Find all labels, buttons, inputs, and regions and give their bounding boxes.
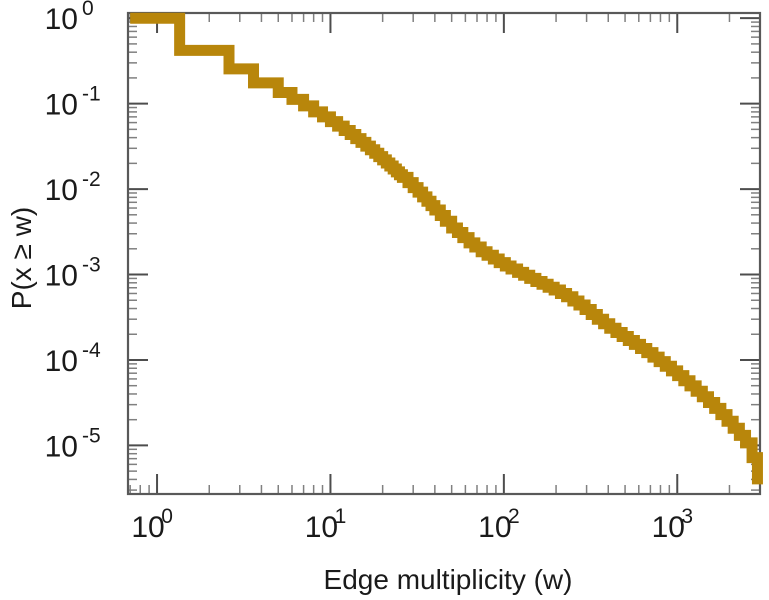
x-tick-label-3-mantissa: 10	[652, 511, 685, 544]
data-series-line	[130, 12, 763, 485]
y-tick-label-5: 10 -5	[45, 424, 101, 463]
y-tick-label-3-exponent: -3	[82, 254, 101, 277]
x-tick-label-0: 100	[131, 505, 173, 544]
y-tick-label-2: 10 -2	[45, 168, 101, 207]
x-tick-label-2: 102	[478, 505, 520, 544]
major-ticks	[128, 13, 760, 494]
x-tick-label-3-exponent: 3	[681, 505, 693, 528]
y-tick-label-4-exponent: -4	[82, 339, 101, 362]
data-series-group	[130, 12, 763, 485]
y-axis-title: P(x ≥ w)	[6, 207, 37, 309]
y-tick-label-0: 10 0	[45, 0, 94, 36]
x-tick-label-3: 103	[652, 505, 694, 544]
y-tick-label-5-mantissa: 10	[45, 430, 78, 463]
y-tick-label-1-exponent: -1	[82, 83, 101, 106]
x-tick-label-1-mantissa: 10	[305, 511, 338, 544]
y-tick-label-3: 10 -3	[45, 254, 101, 293]
x-tick-label-0-exponent: 0	[161, 505, 173, 528]
x-tick-label-0-mantissa: 10	[131, 511, 164, 544]
axes-frame	[126, 11, 762, 496]
y-tick-label-5-exponent: -5	[82, 424, 101, 447]
y-tick-label-4-mantissa: 10	[45, 345, 78, 378]
y-tick-label-3-mantissa: 10	[45, 260, 78, 293]
y-tick-label-0-mantissa: 10	[45, 3, 78, 36]
y-tick-label-1: 10 -1	[45, 83, 101, 122]
y-tick-label-1-mantissa: 10	[45, 89, 78, 122]
x-tick-label-1: 101	[305, 505, 347, 544]
x-axis-title: Edge multiplicity (w)	[324, 564, 573, 595]
y-tick-label-2-mantissa: 10	[45, 174, 78, 207]
x-tick-label-2-mantissa: 10	[478, 511, 511, 544]
minor-ticks	[128, 13, 761, 494]
y-tick-label-4: 10 -4	[45, 339, 101, 378]
x-tick-labels: 100 101 102 103	[131, 505, 693, 544]
y-tick-label-0-exponent: 0	[82, 0, 94, 20]
x-tick-label-1-exponent: 1	[335, 505, 347, 528]
x-tick-label-2-exponent: 2	[508, 505, 520, 528]
axis-titles: Edge multiplicity (w) P(x ≥ w)	[6, 207, 572, 595]
y-tick-label-2-exponent: -2	[82, 168, 101, 191]
